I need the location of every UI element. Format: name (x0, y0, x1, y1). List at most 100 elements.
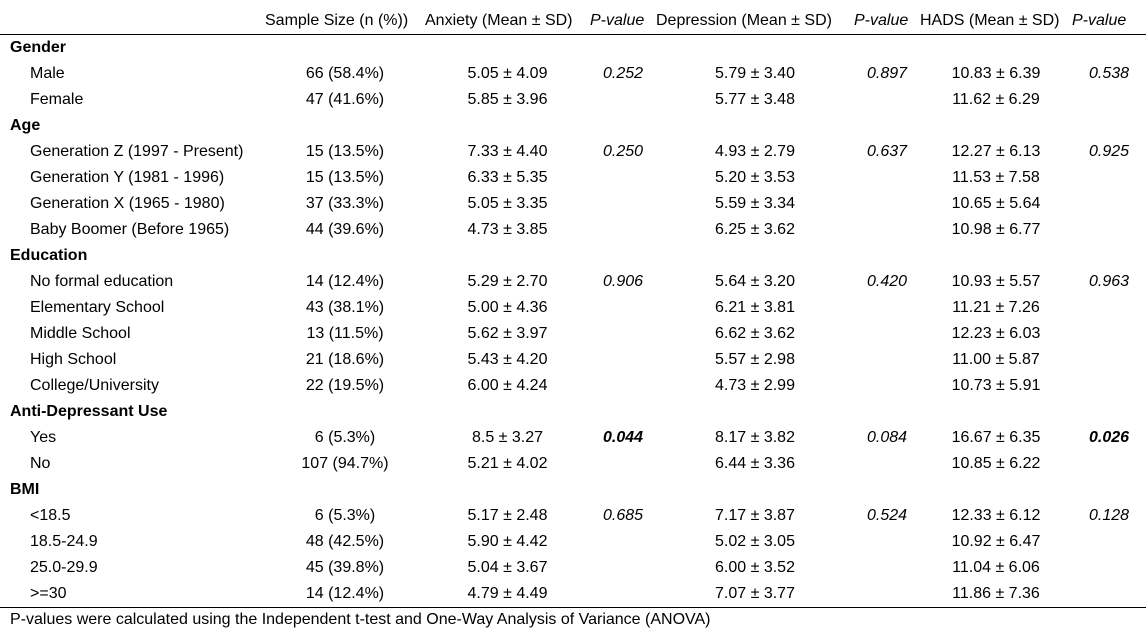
row-label: Generation X (1965 - 1980) (30, 195, 225, 212)
row-label: Male (30, 65, 65, 82)
sample-size-cell: 14 (12.4%) (305, 273, 385, 290)
depression-cell: 6.21 ± 3.81 (715, 299, 795, 316)
anxiety-pvalue-cell: 0.250 (602, 143, 644, 160)
hads-results-table: Sample Size (n (%)) Anxiety (Mean ± SD) … (0, 8, 1146, 608)
group-title: Education (10, 247, 88, 264)
anxiety-pvalue-cell (590, 581, 656, 608)
row-label: Female (30, 91, 84, 108)
anxiety-pvalue-cell: 0.044 (602, 429, 644, 446)
table-row: No formal education 14 (12.4%) 5.29 ± 2.70… (0, 269, 1146, 295)
depression-pvalue-cell (854, 451, 920, 477)
sample-size-cell: 13 (11.5%) (306, 325, 384, 342)
depression-cell: 5.57 ± 2.98 (715, 351, 795, 368)
anxiety-pvalue-cell (590, 451, 656, 477)
anxiety-pvalue-cell (590, 373, 656, 399)
hads-cell: 10.73 ± 5.91 (951, 377, 1041, 394)
anxiety-cell: 5.90 ± 4.42 (467, 533, 548, 550)
table-body: Gender Male 66 (58.4%) 5.05 ± 4.09 0.252 5.79… (0, 35, 1146, 608)
sample-size-cell: 21 (18.6%) (305, 351, 385, 368)
sample-size-cell: 6 (5.3%) (314, 429, 376, 446)
hads-pvalue-cell: 0.026 (1088, 429, 1130, 446)
anxiety-pvalue-cell (590, 165, 656, 191)
anxiety-cell: 6.33 ± 5.35 (467, 169, 548, 186)
header-hads: HADS (Mean ± SD) (920, 8, 1072, 35)
hads-pvalue-cell (1072, 347, 1146, 373)
table-row: 18.5-24.9 48 (42.5%) 5.90 ± 4.42 5.02 ± 3.0… (0, 529, 1146, 555)
depression-pvalue-cell (854, 581, 920, 608)
hads-pvalue-cell (1072, 529, 1146, 555)
anxiety-cell: 5.05 ± 3.35 (467, 195, 548, 212)
table-footnote: P-values were calculated using the Indep… (10, 611, 711, 628)
table-row: <18.5 6 (5.3%) 5.17 ± 2.48 0.685 7.17 ± 3.87… (0, 503, 1146, 529)
depression-cell: 4.93 ± 2.79 (715, 143, 795, 160)
hads-cell: 11.21 ± 7.26 (952, 299, 1040, 316)
table-row: Generation Y (1981 - 1996) 15 (13.5%) 6.33… (0, 165, 1146, 191)
sample-size-cell: 43 (38.1%) (305, 299, 385, 316)
depression-cell: 5.77 ± 3.48 (715, 91, 795, 108)
sample-size-cell: 44 (39.6%) (305, 221, 385, 238)
hads-cell: 11.86 ± 7.36 (920, 581, 1072, 608)
hads-cell: 11.04 ± 6.06 (952, 559, 1040, 576)
group-header-row: BMI (0, 477, 1146, 503)
header-sample-size: Sample Size (n (%)) (265, 8, 425, 35)
depression-pvalue-cell (854, 191, 920, 217)
depression-cell: 5.02 ± 3.05 (715, 533, 795, 550)
row-label: No (30, 455, 51, 472)
depression-cell: 5.79 ± 3.40 (715, 65, 795, 82)
hads-cell: 10.85 ± 6.22 (951, 455, 1041, 472)
anxiety-cell: 5.17 ± 2.48 (467, 507, 548, 524)
row-label: 18.5-24.9 (30, 533, 98, 550)
table-row: College/University 22 (19.5%) 6.00 ± 4.24 4… (0, 373, 1146, 399)
depression-pvalue-cell (854, 87, 920, 113)
anxiety-pvalue-cell (590, 347, 656, 373)
anxiety-cell: 6.00 ± 4.24 (467, 377, 548, 394)
hads-pvalue-cell (1072, 581, 1146, 608)
depression-pvalue-cell: 0.420 (866, 273, 908, 290)
anxiety-cell: 5.05 ± 4.09 (467, 65, 548, 82)
depression-pvalue-cell (854, 555, 920, 581)
sample-size-cell: 14 (12.4%) (265, 581, 425, 608)
hads-cell: 10.93 ± 5.57 (951, 273, 1041, 290)
depression-cell: 7.17 ± 3.87 (715, 507, 795, 524)
hads-pvalue-cell (1072, 451, 1146, 477)
row-label: >=30 (0, 581, 265, 608)
depression-pvalue-cell (854, 295, 920, 321)
hads-pvalue-cell (1072, 165, 1146, 191)
sample-size-cell: 6 (5.3%) (314, 507, 376, 524)
sample-size-cell: 45 (39.8%) (305, 559, 385, 576)
hads-cell: 12.27 ± 6.13 (951, 143, 1041, 160)
anxiety-pvalue-cell: 0.906 (602, 273, 644, 290)
group-title: Anti-Depressant Use (10, 403, 168, 420)
depression-cell: 4.73 ± 2.99 (715, 377, 795, 394)
sample-size-cell: 37 (33.3%) (305, 195, 385, 212)
header-anxiety: Anxiety (Mean ± SD) (425, 8, 590, 35)
depression-cell: 5.64 ± 3.20 (715, 273, 795, 290)
hads-cell: 10.98 ± 6.77 (951, 221, 1041, 238)
depression-pvalue-cell: 0.637 (866, 143, 908, 160)
anxiety-cell: 5.43 ± 4.20 (467, 351, 548, 368)
row-label: <18.5 (30, 507, 71, 524)
group-title: Age (10, 117, 41, 134)
row-label: Middle School (30, 325, 131, 342)
hads-pvalue-cell: 0.128 (1088, 507, 1130, 524)
hads-cell: 12.23 ± 6.03 (951, 325, 1041, 342)
sample-size-cell: 47 (41.6%) (305, 91, 385, 108)
anxiety-cell: 5.04 ± 3.67 (467, 559, 548, 576)
table-row: No 107 (94.7%) 5.21 ± 4.02 6.44 ± 3.36 10.85… (0, 451, 1146, 477)
group-header-row: Anti-Depressant Use (0, 399, 1146, 425)
sample-size-cell: 48 (42.5%) (305, 533, 385, 550)
table-row: Female 47 (41.6%) 5.85 ± 3.96 5.77 ± 3.48 11… (0, 87, 1146, 113)
hads-cell: 10.83 ± 6.39 (951, 65, 1041, 82)
depression-pvalue-cell (854, 529, 920, 555)
row-label: No formal education (30, 273, 174, 290)
hads-pvalue-cell: 0.538 (1088, 65, 1130, 82)
hads-cell: 10.92 ± 6.47 (951, 533, 1041, 550)
table-row: Baby Boomer (Before 1965) 44 (39.6%) 4.73 … (0, 217, 1146, 243)
header-anxiety-pvalue: P-value (590, 8, 656, 35)
anxiety-pvalue-cell (590, 555, 656, 581)
header-depression-pvalue: P-value (854, 8, 920, 35)
table-row: Generation Z (1997 - Present) 15 (13.5%) 7… (0, 139, 1146, 165)
sample-size-cell: 15 (13.5%) (305, 169, 385, 186)
hads-cell: 11.53 ± 7.58 (952, 169, 1040, 186)
